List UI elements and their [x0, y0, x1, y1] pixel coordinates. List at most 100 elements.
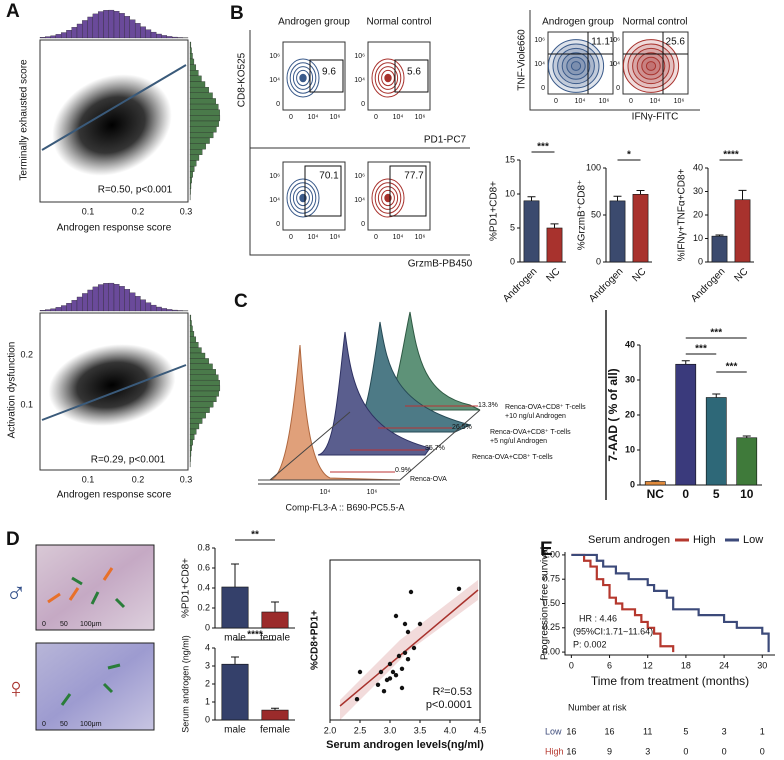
contour	[286, 178, 320, 218]
y-axis-label: %GrzmB⁺CD8⁺	[577, 180, 588, 251]
risk-title: Number at risk	[568, 702, 627, 712]
marginal-bar	[161, 308, 168, 312]
contour	[371, 58, 405, 98]
x-tick-label: 0.1	[82, 206, 95, 216]
cyto-frame	[529, 10, 700, 111]
marginal-bar	[45, 309, 51, 312]
y-tick-label: 10⁶	[269, 173, 280, 180]
gate-value: 5.6	[407, 67, 421, 78]
x-tick-label: Androgen	[587, 266, 625, 304]
marginal-bar	[145, 302, 152, 312]
confidence-band	[340, 580, 478, 720]
y-tick-label: 4	[205, 642, 210, 652]
y-tick-label: 10⁶	[269, 53, 280, 60]
y-tick-label: 0.2	[197, 602, 210, 612]
error-bar	[271, 707, 279, 711]
annotation: (95%CI:1.71~11.64)	[573, 626, 653, 636]
marginal-bar	[189, 92, 213, 99]
x-tick-label: 0.2	[132, 206, 145, 216]
y-tick-label: 30	[625, 374, 635, 384]
histogram-peak	[317, 331, 431, 456]
marginal-bar	[76, 23, 83, 39]
legend-label: Low	[743, 534, 763, 546]
y-tick-label: 0	[361, 101, 365, 108]
significance: ****	[723, 150, 739, 161]
x-axis-label: PD1-PC7	[424, 135, 467, 146]
y-tick-label: 10⁴	[269, 77, 280, 84]
gate-percent: 13.3%	[478, 402, 498, 409]
marginal-bar	[189, 320, 192, 327]
x-tick-label: 0	[682, 487, 689, 501]
bar	[261, 709, 289, 721]
marginal-bar	[129, 19, 136, 39]
point	[399, 685, 405, 691]
marginal-bar	[87, 289, 94, 312]
error-bar	[231, 656, 239, 665]
y-tick-label: 10⁶	[534, 37, 545, 44]
marginal-bar	[50, 35, 57, 39]
risk-count: 11	[643, 726, 652, 736]
marginal-bar	[189, 325, 193, 332]
marginal-bar	[189, 379, 220, 386]
x-tick-label: 10⁶	[674, 98, 685, 105]
error-bar	[550, 223, 559, 228]
marginal-bar	[189, 41, 192, 48]
point	[396, 653, 402, 659]
y-tick-label: 0	[630, 479, 635, 489]
symbol-male: ♂	[6, 577, 27, 608]
error-bar	[681, 360, 690, 365]
y-tick-label: 0.8	[197, 542, 210, 552]
contour	[547, 39, 605, 93]
error-bar	[715, 234, 724, 237]
gate	[304, 165, 342, 217]
x-tick-label: 2.5	[354, 725, 367, 735]
y-tick-label: 0	[510, 256, 515, 266]
y-tick-label: 0	[276, 221, 280, 228]
y-tick-label: 0.00	[542, 646, 560, 656]
marginal-bar	[119, 286, 125, 312]
marginal-bar	[150, 31, 157, 39]
marginal-bar	[166, 309, 173, 312]
marginal-bar	[189, 374, 219, 381]
track-label: +5 ng/ul Androgen	[490, 438, 547, 445]
risk-count: 3	[722, 726, 727, 736]
marginal-bar	[55, 34, 62, 39]
marginal-bar	[189, 434, 195, 441]
significance: ***	[710, 328, 722, 339]
y-tick-label: 10⁴	[354, 77, 365, 84]
marginal-bar	[39, 37, 46, 39]
gate	[394, 59, 429, 93]
symbol-female: ♀	[6, 672, 27, 703]
histogram-overlay	[258, 311, 481, 485]
x-tick-label: 10⁶	[330, 114, 341, 121]
bar	[675, 363, 697, 486]
y-tick-label: 10⁴	[354, 197, 365, 204]
x-tick-label: 0.3	[180, 206, 193, 216]
marginal-bar	[103, 10, 109, 39]
marginal-bar	[87, 16, 94, 39]
regression-line	[41, 64, 187, 151]
marginal-bar	[189, 177, 192, 184]
x-axis-label: Androgen response score	[57, 223, 172, 234]
y-tick-label: 0.6	[197, 562, 210, 572]
y-axis-label: 7-AAD ( % of all)	[606, 368, 620, 461]
survival-curve	[571, 553, 675, 653]
marginal-bar	[60, 32, 67, 39]
contour	[292, 66, 314, 90]
marginal-bar	[134, 23, 141, 39]
contour	[622, 39, 680, 93]
x-tick-label: 6	[607, 660, 612, 670]
y-tick-label: 10	[505, 188, 515, 198]
y-tick-label: 30	[693, 186, 703, 196]
marginal-bar	[92, 13, 99, 39]
axes	[564, 552, 775, 656]
x-tick-label: 0	[374, 234, 378, 241]
x-tick-label: NC	[630, 266, 648, 284]
contour	[570, 61, 582, 71]
y-tick-label: 10⁴	[609, 61, 620, 68]
x-tick-label: 24	[719, 660, 729, 670]
group-label: Normal control	[622, 17, 687, 28]
quadrant-value: 25.6	[666, 37, 686, 48]
significance: ***	[726, 362, 738, 373]
x-tick-label: 10⁴	[393, 234, 404, 241]
